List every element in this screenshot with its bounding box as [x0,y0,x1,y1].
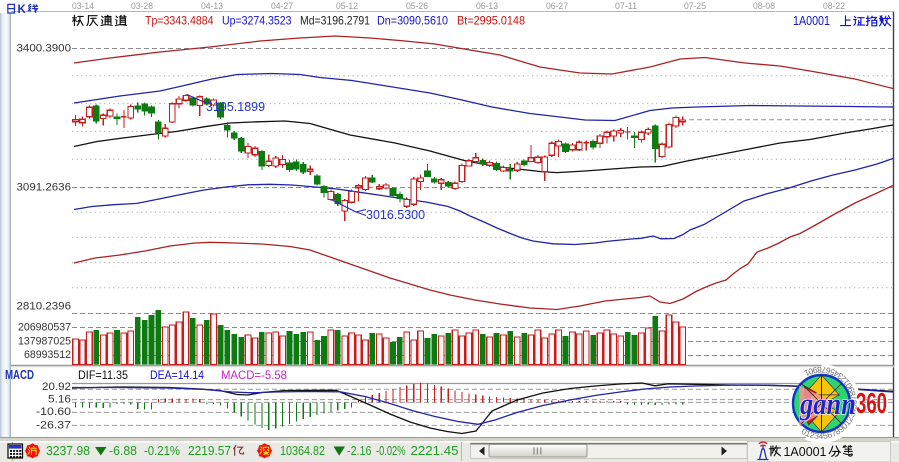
svg-text:DIF=11.35: DIF=11.35 [78,368,128,382]
svg-text:05-12: 05-12 [336,1,358,12]
svg-text:-26.37: -26.37 [36,420,71,432]
svg-text:Bt=2995.0148: Bt=2995.0148 [457,14,525,28]
svg-text:MACD=-5.58: MACD=-5.58 [221,368,287,382]
svg-text:04-27: 04-27 [271,1,293,12]
svg-text:K: K [18,4,27,16]
svg-text:2810.2396: 2810.2396 [17,301,72,313]
svg-text:2219.57: 2219.57 [188,444,231,458]
svg-text:3195.1899: 3195.1899 [206,100,265,114]
svg-text:10364.82: 10364.82 [280,444,325,458]
svg-text:-0.02%: -0.02% [376,444,406,458]
svg-text:DEA=14.14: DEA=14.14 [150,368,204,382]
svg-text:-2.16: -2.16 [347,444,372,458]
svg-text:206980537: 206980537 [18,322,71,334]
svg-text:1A0001: 1A0001 [784,444,827,459]
svg-text:-10.60: -10.60 [36,406,71,418]
svg-text:137987025: 137987025 [18,336,71,348]
svg-text:08-22: 08-22 [823,1,845,12]
svg-text:5.16: 5.16 [48,394,71,406]
svg-text:05-26: 05-26 [406,1,428,12]
svg-text:Up=3274.3523: Up=3274.3523 [222,14,292,28]
svg-text:20.92: 20.92 [42,381,71,393]
svg-text:03-14: 03-14 [72,1,94,12]
svg-text:-0.21%: -0.21% [144,444,180,458]
svg-text:1A0001: 1A0001 [793,14,830,28]
svg-text:Md=3196.2791: Md=3196.2791 [300,14,370,28]
svg-text:04-13: 04-13 [201,1,223,12]
svg-text:Dn=3090.5610: Dn=3090.5610 [377,14,448,28]
svg-text:3091.2636: 3091.2636 [17,182,72,194]
svg-text:Tp=3343.4884: Tp=3343.4884 [145,14,214,28]
svg-text:07-11: 07-11 [615,1,637,12]
svg-text:MACD: MACD [5,368,34,382]
svg-text:3400.3900: 3400.3900 [17,43,72,55]
svg-text:-6.88: -6.88 [109,444,137,458]
svg-text:gann: gann [799,386,856,421]
svg-text:3016.5300: 3016.5300 [366,208,425,222]
svg-text:07-25: 07-25 [684,1,706,12]
svg-text:03-28: 03-28 [131,1,153,12]
svg-text:2221.45: 2221.45 [411,444,459,458]
svg-text:68993512: 68993512 [24,349,71,361]
svg-text:360: 360 [856,388,887,420]
svg-text:08-08: 08-08 [753,1,775,12]
svg-text:06-13: 06-13 [476,1,498,12]
svg-text:3237.98: 3237.98 [46,444,90,458]
svg-text:06-27: 06-27 [546,1,568,12]
